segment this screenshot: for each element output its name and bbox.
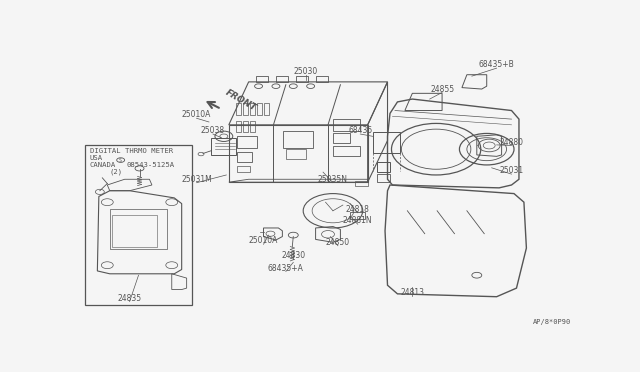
Bar (286, 149, 306, 159)
Bar (355, 181, 368, 186)
Text: 25031: 25031 (499, 166, 524, 175)
Text: 24850: 24850 (326, 238, 350, 247)
Bar (264, 103, 269, 115)
Bar (372, 132, 400, 154)
Bar (350, 212, 365, 219)
Bar (85, 145, 191, 305)
Bar (243, 103, 248, 115)
Bar (257, 103, 262, 115)
Text: 25038: 25038 (201, 126, 225, 135)
Text: 25010A: 25010A (249, 236, 278, 246)
Text: 68435+B: 68435+B (479, 60, 515, 69)
Bar (333, 134, 350, 144)
Bar (376, 162, 390, 172)
Text: 25030: 25030 (294, 67, 318, 76)
Text: 24818: 24818 (346, 205, 370, 214)
Bar (237, 136, 257, 148)
Bar (243, 121, 248, 132)
Text: 25031M: 25031M (181, 175, 212, 184)
Bar (296, 76, 308, 82)
Bar (284, 131, 313, 148)
Bar (236, 103, 241, 115)
Bar (110, 209, 167, 250)
Text: 24830: 24830 (281, 251, 305, 260)
Text: USA: USA (90, 155, 103, 161)
Text: 24835: 24835 (118, 294, 141, 303)
Text: 24813: 24813 (401, 288, 424, 297)
Bar (316, 76, 328, 82)
Bar (333, 146, 360, 156)
Bar (237, 166, 250, 172)
Text: 24880: 24880 (499, 138, 524, 147)
Text: 68435: 68435 (348, 126, 372, 135)
Text: CANADA: CANADA (90, 161, 116, 167)
Bar (276, 76, 289, 82)
Bar (237, 152, 252, 162)
Bar (250, 121, 255, 132)
Text: S: S (118, 158, 121, 163)
Bar (376, 174, 390, 182)
Text: 24881N: 24881N (343, 216, 372, 225)
Text: 25010A: 25010A (182, 110, 211, 119)
Bar (112, 215, 157, 247)
Bar (256, 76, 269, 82)
Text: DIGITAL THRMO METER: DIGITAL THRMO METER (90, 148, 173, 154)
Bar (211, 138, 236, 155)
Bar (250, 103, 255, 115)
Text: 68435+A: 68435+A (268, 264, 304, 273)
Text: 08543-5125A: 08543-5125A (127, 161, 175, 167)
Text: AP/8*0P90: AP/8*0P90 (532, 319, 571, 326)
Text: 24855: 24855 (430, 84, 454, 93)
Bar (333, 119, 360, 131)
Text: (2): (2) (110, 168, 123, 174)
Text: 25035N: 25035N (318, 175, 348, 184)
Text: FRONT: FRONT (224, 88, 258, 113)
Bar (236, 121, 241, 132)
